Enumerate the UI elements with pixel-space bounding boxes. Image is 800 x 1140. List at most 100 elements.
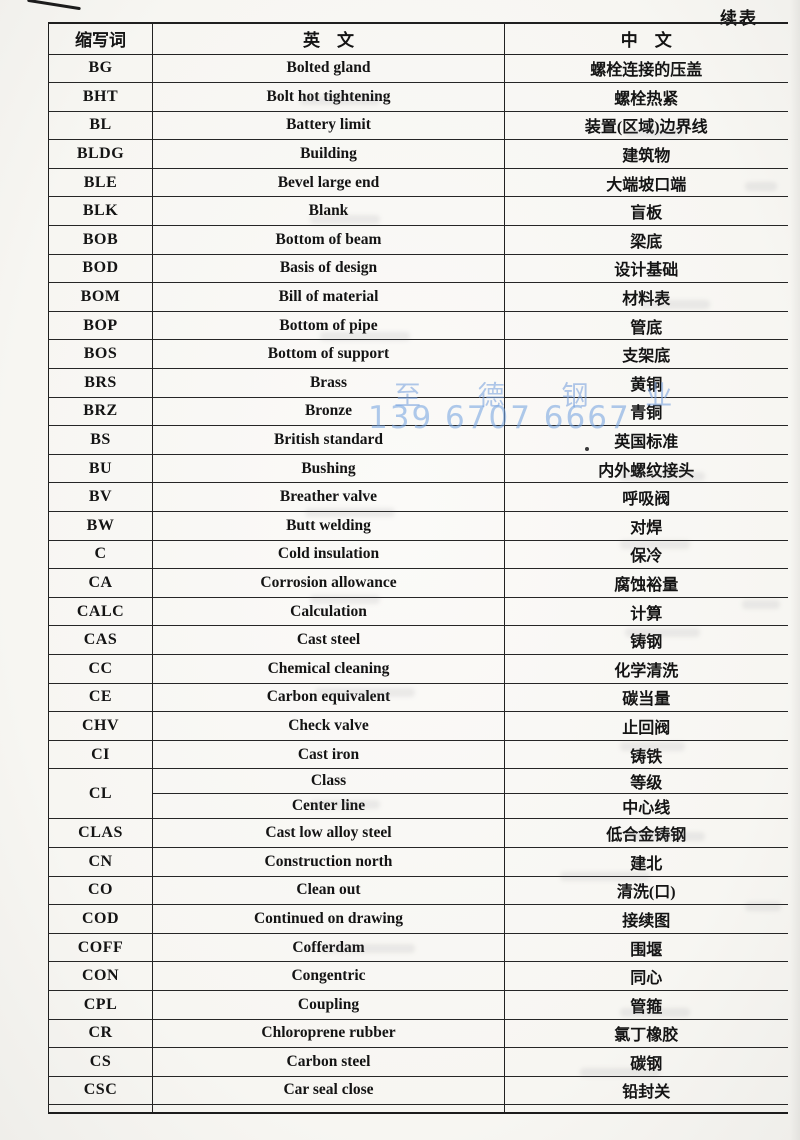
- english-cell: Coupling: [152, 990, 505, 1020]
- chinese-cell: 中心线: [504, 793, 788, 820]
- table-row: CO Clean out 清洗(口): [48, 876, 788, 906]
- english-cell: Breather valve: [152, 482, 505, 512]
- english-cell: Bevel large end: [152, 168, 505, 198]
- chinese-cell: 呼吸阀: [504, 482, 788, 512]
- english-cell: Car seal close: [152, 1076, 505, 1106]
- table-row: BRZ Bronze 青铜: [48, 397, 788, 427]
- abbreviation-cell: CSC: [48, 1076, 153, 1106]
- abbreviation-cell: CON: [48, 961, 153, 991]
- table-row: CA Corrosion allowance 腐蚀裕量: [48, 568, 788, 598]
- abbreviation-glossary-table: 缩写词 英 文 中 文 BG Bolted gland 螺栓连接的压盖 BHT Bolt…: [48, 22, 788, 1114]
- abbreviation-cell: BW: [48, 511, 153, 541]
- english-cell: Carbon steel: [152, 1047, 505, 1077]
- spacer-cell: [48, 1104, 153, 1113]
- abbreviation-cell: BRS: [48, 368, 153, 398]
- chinese-cell: 碳当量: [504, 683, 788, 713]
- chinese-cell: 梁底: [504, 225, 788, 255]
- english-cell: Cold insulation: [152, 540, 505, 570]
- english-cell: Check valve: [152, 711, 505, 741]
- chinese-cell: 内外螺纹接头: [504, 454, 788, 484]
- abbreviation-cell: CC: [48, 654, 153, 684]
- english-cell: Calculation: [152, 597, 505, 627]
- english-cell: Cast steel: [152, 625, 505, 655]
- chinese-cell: 接续图: [504, 904, 788, 934]
- english-cell: Bolted gland: [152, 54, 505, 84]
- table-row: BOM Bill of material 材料表: [48, 282, 788, 312]
- chinese-cell: 对焊: [504, 511, 788, 541]
- chinese-cell: 黄铜: [504, 368, 788, 398]
- table-row: BOD Basis of design 设计基础: [48, 254, 788, 284]
- table-row: BOS Bottom of support 支架底: [48, 339, 788, 370]
- abbreviation-cell: BOP: [48, 311, 153, 341]
- chinese-cell: 化学清洗: [504, 654, 788, 684]
- chinese-cell: 腐蚀裕量: [504, 568, 788, 598]
- table-row: CC Chemical cleaning 化学清洗: [48, 654, 788, 684]
- abbreviation-cell: BL: [48, 111, 153, 141]
- english-cell: Center line: [152, 793, 505, 820]
- chinese-cell: 材料表: [504, 282, 788, 312]
- abbreviation-cell: COD: [48, 904, 153, 934]
- english-cell: Cast iron: [152, 740, 505, 770]
- chinese-cell: 氯丁橡胶: [504, 1019, 788, 1049]
- chinese-cell: 碳钢: [504, 1047, 788, 1077]
- table-row: BLE Bevel large end 大端坡口端: [48, 168, 788, 198]
- chinese-cell: 铸钢: [504, 625, 788, 655]
- english-cell: Bottom of pipe: [152, 311, 505, 341]
- table-row: Center line 中心线: [49, 793, 788, 820]
- chinese-cell: 螺栓连接的压盖: [504, 54, 788, 84]
- header-chinese: 中 文: [504, 23, 788, 55]
- english-cell: Construction north: [152, 847, 505, 877]
- table-bottom-spacer: [48, 1104, 788, 1113]
- header-row: 缩写词 英 文 中 文: [48, 23, 788, 55]
- table-row: BW Butt welding 对焊: [48, 511, 788, 541]
- abbreviation-cell: CHV: [48, 711, 153, 741]
- table-row: CSC Car seal close 铅封关: [48, 1076, 788, 1106]
- chinese-cell: 铸铁: [504, 740, 788, 770]
- table-row: COD Continued on drawing 接续图: [48, 904, 788, 934]
- chinese-cell: 止回阀: [504, 711, 788, 741]
- spacer-cell: [152, 1104, 505, 1113]
- table-row: CN Construction north 建北: [48, 847, 788, 877]
- english-cell: Continued on drawing: [152, 904, 505, 934]
- chinese-cell: 青铜: [504, 397, 788, 427]
- english-cell: Corrosion allowance: [152, 568, 505, 598]
- table-row: BV Breather valve 呼吸阀: [48, 482, 788, 512]
- abbreviation-cell: CALC: [48, 597, 153, 627]
- chinese-cell: 建北: [504, 847, 788, 877]
- table-row: BOB Bottom of beam 梁底: [48, 225, 788, 255]
- chinese-cell: 围堰: [504, 933, 788, 963]
- abbreviation-cell: COFF: [48, 933, 153, 963]
- table-row: CL Class 等级: [48, 768, 788, 820]
- english-cell: Class: [152, 768, 505, 795]
- abbreviation-cell: CN: [48, 847, 153, 877]
- english-cell: Basis of design: [152, 254, 505, 284]
- english-cell: Cast low alloy steel: [152, 818, 505, 848]
- english-cell: Bronze: [152, 397, 505, 427]
- table-row: BU Bushing 内外螺纹接头: [48, 454, 788, 484]
- english-cell: Bottom of support: [152, 339, 505, 370]
- abbreviation-cell: BLK: [48, 196, 153, 227]
- abbreviation-cell: CAS: [48, 625, 153, 655]
- abbreviation-cell: BU: [48, 454, 153, 484]
- english-cell: Chemical cleaning: [152, 654, 505, 684]
- chinese-cell: 盲板: [504, 196, 788, 227]
- chinese-cell: 装置(区域)边界线: [504, 111, 788, 141]
- english-cell: Building: [152, 139, 505, 169]
- abbreviation-cell: CPL: [48, 990, 153, 1020]
- abbreviation-cell: CL: [48, 768, 153, 820]
- english-cell: Congentric: [152, 961, 505, 991]
- english-cell: Clean out: [152, 876, 505, 906]
- chinese-cell: 等级: [504, 768, 788, 795]
- table-row: COFF Cofferdam 围堰: [48, 933, 788, 963]
- abbreviation-cell: BLDG: [48, 139, 153, 169]
- english-cell: Carbon equivalent: [152, 683, 505, 713]
- table-header: 缩写词 英 文 中 文: [48, 23, 788, 55]
- english-cell: Brass: [152, 368, 505, 398]
- abbreviation-cell: BRZ: [48, 397, 153, 427]
- abbreviation-cell: BOB: [48, 225, 153, 255]
- table-row: BOP Bottom of pipe 管底: [48, 311, 788, 341]
- english-cell: Blank: [152, 196, 505, 227]
- english-cell: Butt welding: [152, 511, 505, 541]
- spacer-cell: [505, 1105, 788, 1113]
